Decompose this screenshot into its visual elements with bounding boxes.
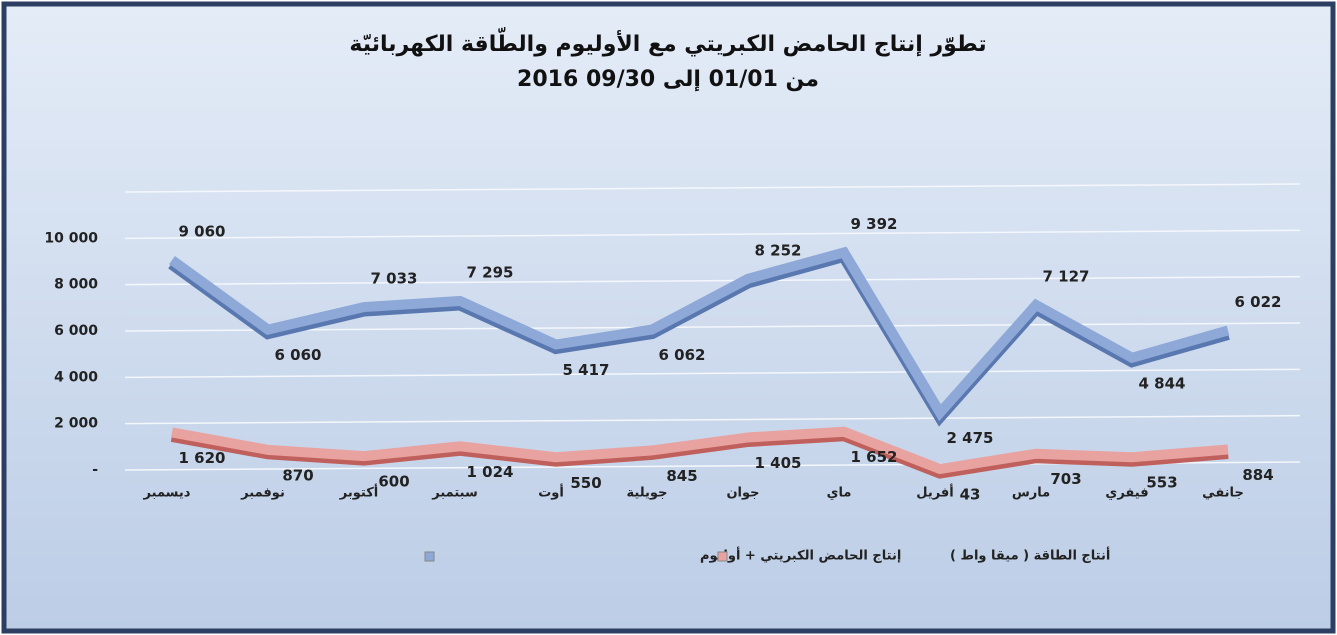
grid-line	[124, 368, 1301, 379]
y-tick-label: 8 000	[54, 277, 98, 293]
data-label: 9 060	[179, 223, 226, 241]
data-label: 1 405	[755, 454, 802, 472]
y-tick-label: 4 000	[54, 369, 98, 385]
x-tick-label: ديسمبر	[143, 486, 191, 501]
legend-swatch	[717, 551, 728, 562]
data-label: 43	[960, 486, 981, 504]
data-label: 9 392	[851, 215, 898, 233]
x-tick-label: أوت	[538, 484, 564, 501]
grid-line	[124, 322, 1301, 332]
x-tick-label: جانفي	[1202, 486, 1244, 501]
x-tick-label: جوان	[726, 486, 759, 501]
data-label: 6 062	[659, 346, 706, 364]
x-tick-label: أكتوبر	[339, 484, 378, 501]
x-tick-label: نوفمبر	[240, 486, 285, 501]
data-label: 2 475	[947, 429, 994, 447]
y-tick-label: 2 000	[54, 416, 98, 432]
data-label: 7 033	[371, 270, 418, 288]
legend-swatch	[424, 551, 435, 562]
grid-line	[124, 229, 1301, 240]
grid-line	[124, 414, 1301, 425]
data-label: 5 417	[563, 361, 610, 379]
y-tick-label: 10 000	[44, 230, 98, 246]
data-label: 600	[378, 473, 409, 491]
data-label: 8 252	[755, 241, 802, 259]
legend-label: إنتاج الحامض الكبريتي + أوليوم	[700, 547, 901, 564]
data-label: 7 295	[467, 263, 514, 281]
chart-title: تطوّر إنتاج الحامض الكبريتي مع الأوليوم …	[349, 27, 986, 57]
data-label: 6 022	[1235, 293, 1282, 311]
data-label: 1 024	[467, 463, 514, 481]
data-label: 4 844	[1139, 374, 1186, 392]
x-tick-label: مارس	[1012, 486, 1050, 501]
grid-line	[124, 183, 1301, 193]
chart-subtitle: من 01/01 إلى 09/30 2016	[517, 67, 819, 92]
data-label: 7 127	[1043, 267, 1090, 285]
data-label: 550	[570, 474, 601, 492]
legend-label: أنتاج الطاقة ( ميقا واط )	[950, 547, 1110, 564]
data-label: 884	[1242, 466, 1273, 484]
x-tick-label: أفريل	[916, 484, 954, 501]
grid-line	[124, 275, 1301, 286]
series-line	[171, 426, 1229, 475]
x-tick-label: جويلية	[627, 486, 668, 501]
x-tick-label: سبتمبر	[431, 486, 478, 501]
y-tick-label: -	[92, 462, 98, 478]
data-label: 870	[282, 466, 313, 484]
data-label: 703	[1050, 470, 1081, 488]
x-tick-label: ماي	[827, 486, 852, 501]
data-label: 1 652	[851, 448, 898, 466]
y-tick-label: 6 000	[54, 323, 98, 339]
data-label: 553	[1146, 474, 1177, 492]
data-label: 1 620	[179, 449, 226, 467]
series-line	[169, 246, 1230, 422]
x-tick-label: فيفري	[1105, 486, 1148, 501]
data-label: 845	[666, 467, 697, 485]
data-label: 6 060	[275, 346, 322, 364]
